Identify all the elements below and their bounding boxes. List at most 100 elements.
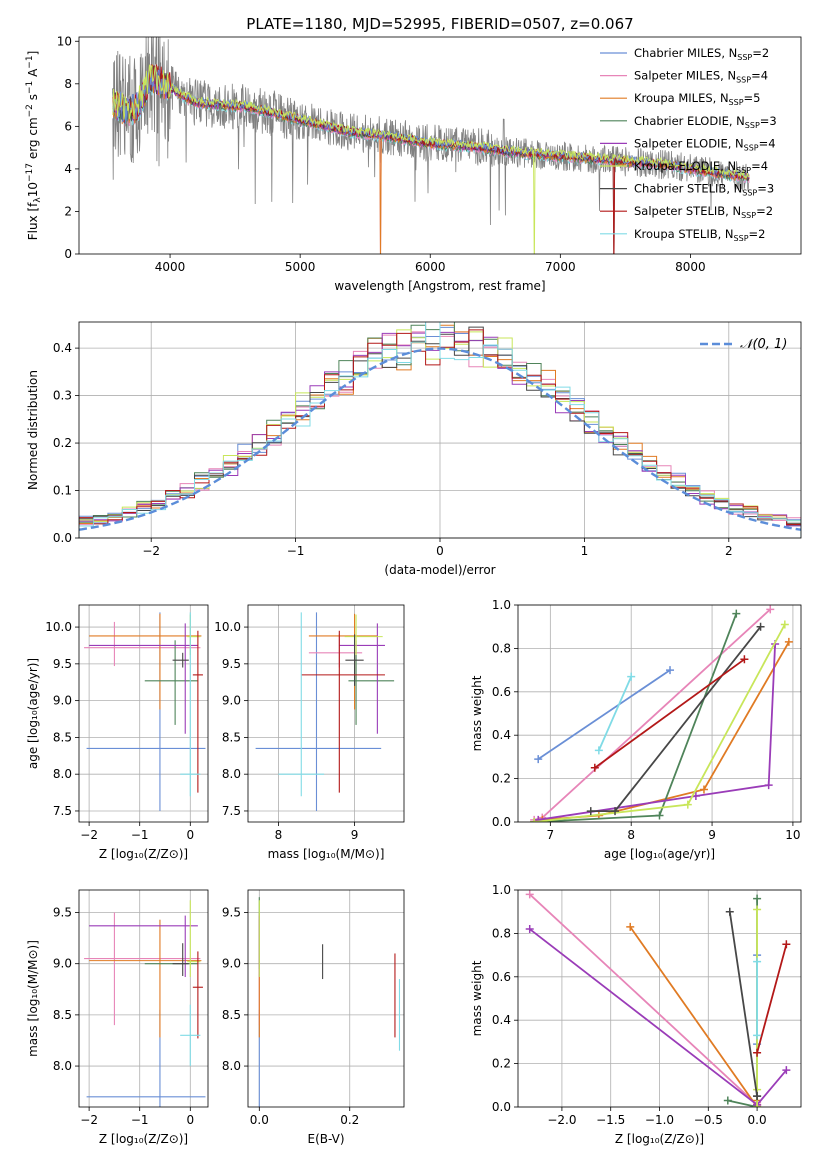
weight-line-kroupa_miles: [629, 926, 758, 1107]
x-tick-label: 0: [186, 1113, 194, 1127]
y-tick-label: 0.4: [492, 728, 511, 742]
weight-marker-salpeter_stelib: [590, 763, 599, 772]
y-tick-label: 10.0: [214, 620, 241, 634]
y-tick-label: 9.0: [53, 694, 72, 708]
y-tick-label: 0.6: [492, 970, 511, 984]
weight-line-chabrier_elodie: [534, 613, 738, 822]
age_vs_Z-plot-area: [84, 612, 206, 811]
legend-label-salpeter_miles: Salpeter MILES, NSSP=4: [634, 69, 768, 85]
y-axis-label-part: Flux [f: [26, 202, 40, 240]
x-tick-label: 8000: [675, 260, 706, 274]
y-axis-label-part: −17: [25, 163, 35, 182]
weight-marker-kroupa_miles: [626, 922, 635, 931]
x-tick-label: 10: [785, 828, 800, 842]
x-tick-label: −1: [287, 544, 305, 558]
weight-line-salpeter_elodie: [538, 644, 776, 821]
y-axis-label-part: −2: [25, 104, 35, 117]
x-tick-label: −0.5: [694, 1113, 723, 1127]
y-tick-label: 7.5: [222, 804, 241, 818]
x-tick-label: 0.0: [748, 1113, 767, 1127]
x-tick-label: 0: [186, 828, 194, 842]
weight-marker-kroupa_elodie: [683, 800, 692, 809]
y-axis-label-part: −1: [25, 81, 35, 94]
legend-label-sub: SSP: [744, 143, 759, 152]
legend-label-gaussian: 𝒩(0, 1): [740, 337, 787, 352]
weight_vs_age-plot-area: [530, 605, 793, 822]
x-axis-label: E(B-V): [307, 1132, 344, 1146]
legend-label-kroupa_elodie: Kroupa ELODIE, NSSP=4: [634, 159, 768, 175]
x-tick-label: 8: [275, 828, 283, 842]
legend-label-suffix: =3: [757, 182, 774, 196]
y-axis-label-part: 10: [26, 182, 40, 197]
y-axis-label: age [log₁₀(age/yr)]: [26, 658, 40, 769]
y-tick-label: 0.2: [492, 772, 511, 786]
weight-marker-salpeter_stelib: [782, 940, 791, 949]
x-tick-label: −2: [80, 1113, 98, 1127]
x-tick-label: −2: [80, 828, 98, 842]
residual-plot-area: [79, 322, 801, 538]
x-axis-label: mass [log₁₀(M/M⊙)]: [268, 847, 385, 861]
x-tick-label: 4000: [155, 260, 186, 274]
legend-label-sub: SSP: [745, 121, 760, 130]
legend-label-kroupa_miles: Kroupa MILES, NSSP=5: [634, 91, 760, 107]
legend-label-suffix: =2: [756, 204, 773, 218]
y-tick-label: 0.0: [53, 531, 72, 545]
legend-label-suffix: =2: [752, 46, 769, 60]
y-tick-label: 8: [64, 77, 72, 91]
weight-line-kroupa_stelib: [598, 676, 633, 751]
mass_vs_Z-plot-area: [84, 900, 206, 1107]
legend-label-sub: SSP: [734, 234, 749, 243]
y-tick-label: 9.0: [222, 694, 241, 708]
x-tick-label: 2: [725, 544, 733, 558]
weight-line-salpeter_miles: [529, 893, 758, 1107]
x-tick-label: −1.5: [596, 1113, 625, 1127]
x-tick-label: 0.0: [250, 1113, 269, 1127]
y-tick-label: 10: [57, 34, 72, 48]
legend-label-main: Kroupa STELIB, N: [634, 227, 734, 241]
y-tick-label: 0.3: [53, 389, 72, 403]
legend-label-chabrier_stelib: Chabrier STELIB, NSSP=3: [634, 182, 774, 198]
weight-marker-kroupa_elodie: [530, 818, 539, 822]
y-tick-label: 8.5: [53, 730, 72, 744]
y-tick-label: 8.5: [222, 1008, 241, 1022]
legend-label-suffix: =4: [759, 136, 776, 150]
x-axis-label: age [log₁₀(age/yr)]: [604, 847, 715, 861]
axes-frame: [78, 889, 209, 1108]
legend-label-main: Salpeter STELIB, N: [634, 204, 741, 218]
y-tick-label: 8.5: [53, 1008, 72, 1022]
weight-marker-salpeter_elodie: [782, 1066, 791, 1075]
legend-label-salpeter_stelib: Salpeter STELIB, NSSP=2: [634, 204, 773, 220]
weight-marker-salpeter_elodie: [764, 781, 773, 790]
axes-frame: [247, 889, 405, 1108]
weight-marker-chabrier_miles: [666, 666, 675, 675]
y-tick-label: 8.0: [53, 767, 72, 781]
weight-marker-kroupa_stelib: [753, 1031, 762, 1040]
x-tick-label: 6000: [415, 260, 446, 274]
y-tick-label: 0.8: [492, 641, 511, 655]
weight_vs_Z-plot-area: [525, 890, 791, 1107]
x-axis-label: Z [log₁₀(Z/Z⊙)]: [615, 1132, 704, 1146]
legend-label-chabrier_miles: Chabrier MILES, NSSP=2: [634, 46, 769, 62]
x-tick-label: −2: [142, 544, 160, 558]
weight-marker-chabrier_stelib: [756, 622, 765, 631]
y-axis-label: Flux [fλ10−17 erg cm−2 s−1 A−1]: [25, 51, 43, 241]
x-tick-label: −2.0: [547, 1113, 576, 1127]
axes-frame: [78, 604, 209, 823]
x-tick-label: 1: [581, 544, 589, 558]
x-tick-label: 9: [708, 828, 716, 842]
y-tick-label: 0.0: [492, 815, 511, 829]
weight-line-salpeter_elodie: [529, 928, 788, 1107]
legend-label-main: Kroupa ELODIE, N: [634, 159, 736, 173]
x-tick-label: 7000: [545, 260, 576, 274]
weight-marker-salpeter_stelib: [740, 655, 749, 664]
y-axis-label-part: λ: [33, 197, 43, 203]
legend-label-sub: SSP: [729, 98, 744, 107]
legend-label-main: Chabrier STELIB, N: [634, 182, 742, 196]
y-axis-label: mass [log₁₀(M/M⊙)]: [26, 940, 40, 1057]
y-tick-label: 8.0: [53, 1059, 72, 1073]
weight-marker-chabrier_stelib: [753, 1092, 762, 1101]
weight-marker-salpeter_elodie: [525, 925, 534, 934]
weight-line-salpeter_stelib: [756, 944, 788, 1054]
histogram-kroupa_stelib: [79, 322, 801, 538]
y-tick-label: 0.6: [492, 685, 511, 699]
